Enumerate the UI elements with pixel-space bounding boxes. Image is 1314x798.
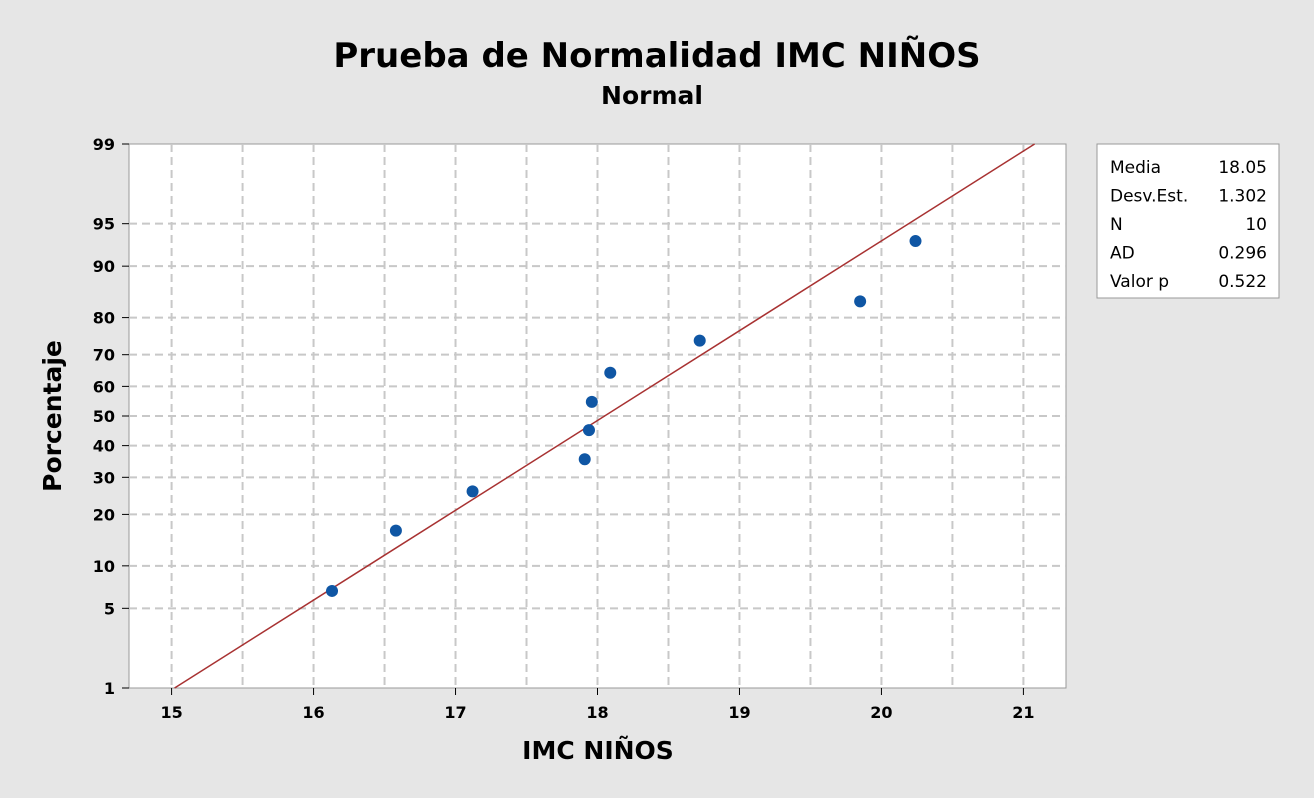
data-point <box>909 235 922 248</box>
data-point <box>466 485 479 498</box>
legend-label: Valor p <box>1110 272 1169 292</box>
y-tick-label: 5 <box>104 599 115 618</box>
y-tick-label: 70 <box>93 346 115 365</box>
legend-rows: Media 18.05 Desv.Est. 1.302 N 10 AD 0.296 Valor … <box>1110 158 1267 292</box>
x-tick-label: 20 <box>870 703 892 722</box>
y-tick-label: 99 <box>93 135 115 154</box>
y-axis-title: Porcentaje <box>38 340 67 492</box>
legend-value: 0.522 <box>1218 272 1267 292</box>
y-tick-label: 40 <box>93 437 115 456</box>
y-tick-label: 60 <box>93 377 115 396</box>
y-tick-label: 80 <box>93 309 115 328</box>
y-tick-label: 20 <box>93 505 115 524</box>
x-tick-label: 21 <box>1012 703 1034 722</box>
x-tick-label: 15 <box>160 703 182 722</box>
y-tick-label: 30 <box>93 468 115 487</box>
y-axis-ticks: 1 5 10 20 30 40 50 60 70 80 90 95 99 <box>93 135 129 698</box>
legend-label: AD <box>1110 244 1135 264</box>
chart-title: Prueba de Normalidad IMC NIÑOS <box>333 35 980 76</box>
data-point <box>578 453 591 466</box>
x-axis-title: IMC NIÑOS <box>522 736 674 765</box>
legend-label: N <box>1110 215 1123 235</box>
data-point <box>389 524 402 537</box>
data-point <box>693 334 706 347</box>
x-tick-label: 16 <box>302 703 324 722</box>
fit-line <box>174 143 1036 689</box>
y-tick-label: 50 <box>93 407 115 426</box>
y-tick-label: 90 <box>93 257 115 276</box>
x-axis-ticks: 15 16 17 18 19 20 21 <box>160 688 1035 722</box>
data-point <box>585 395 598 408</box>
legend-box: Media 18.05 Desv.Est. 1.302 N 10 AD 0.296 Valor … <box>1096 143 1280 299</box>
legend-frame <box>1096 143 1280 299</box>
x-tick-label: 19 <box>728 703 750 722</box>
legend-value: 1.302 <box>1218 187 1267 207</box>
chart-subtitle: Normal <box>601 81 703 110</box>
x-tick-label: 17 <box>444 703 466 722</box>
fit-line-group <box>174 143 1036 689</box>
legend-label: Media <box>1110 158 1161 178</box>
y-gridlines <box>129 222 1066 610</box>
y-tick-label: 95 <box>93 215 115 234</box>
data-point <box>582 424 595 437</box>
legend-value: 10 <box>1245 215 1267 235</box>
data-point <box>604 366 617 379</box>
data-point <box>854 295 867 308</box>
data-point <box>326 584 339 597</box>
x-tick-label: 18 <box>586 703 608 722</box>
data-points <box>326 235 922 597</box>
y-tick-label: 1 <box>104 679 115 698</box>
legend-label: Desv.Est. <box>1110 187 1188 207</box>
legend-value: 0.296 <box>1218 244 1267 264</box>
y-tick-label: 10 <box>93 557 115 576</box>
legend-value: 18.05 <box>1218 158 1267 178</box>
